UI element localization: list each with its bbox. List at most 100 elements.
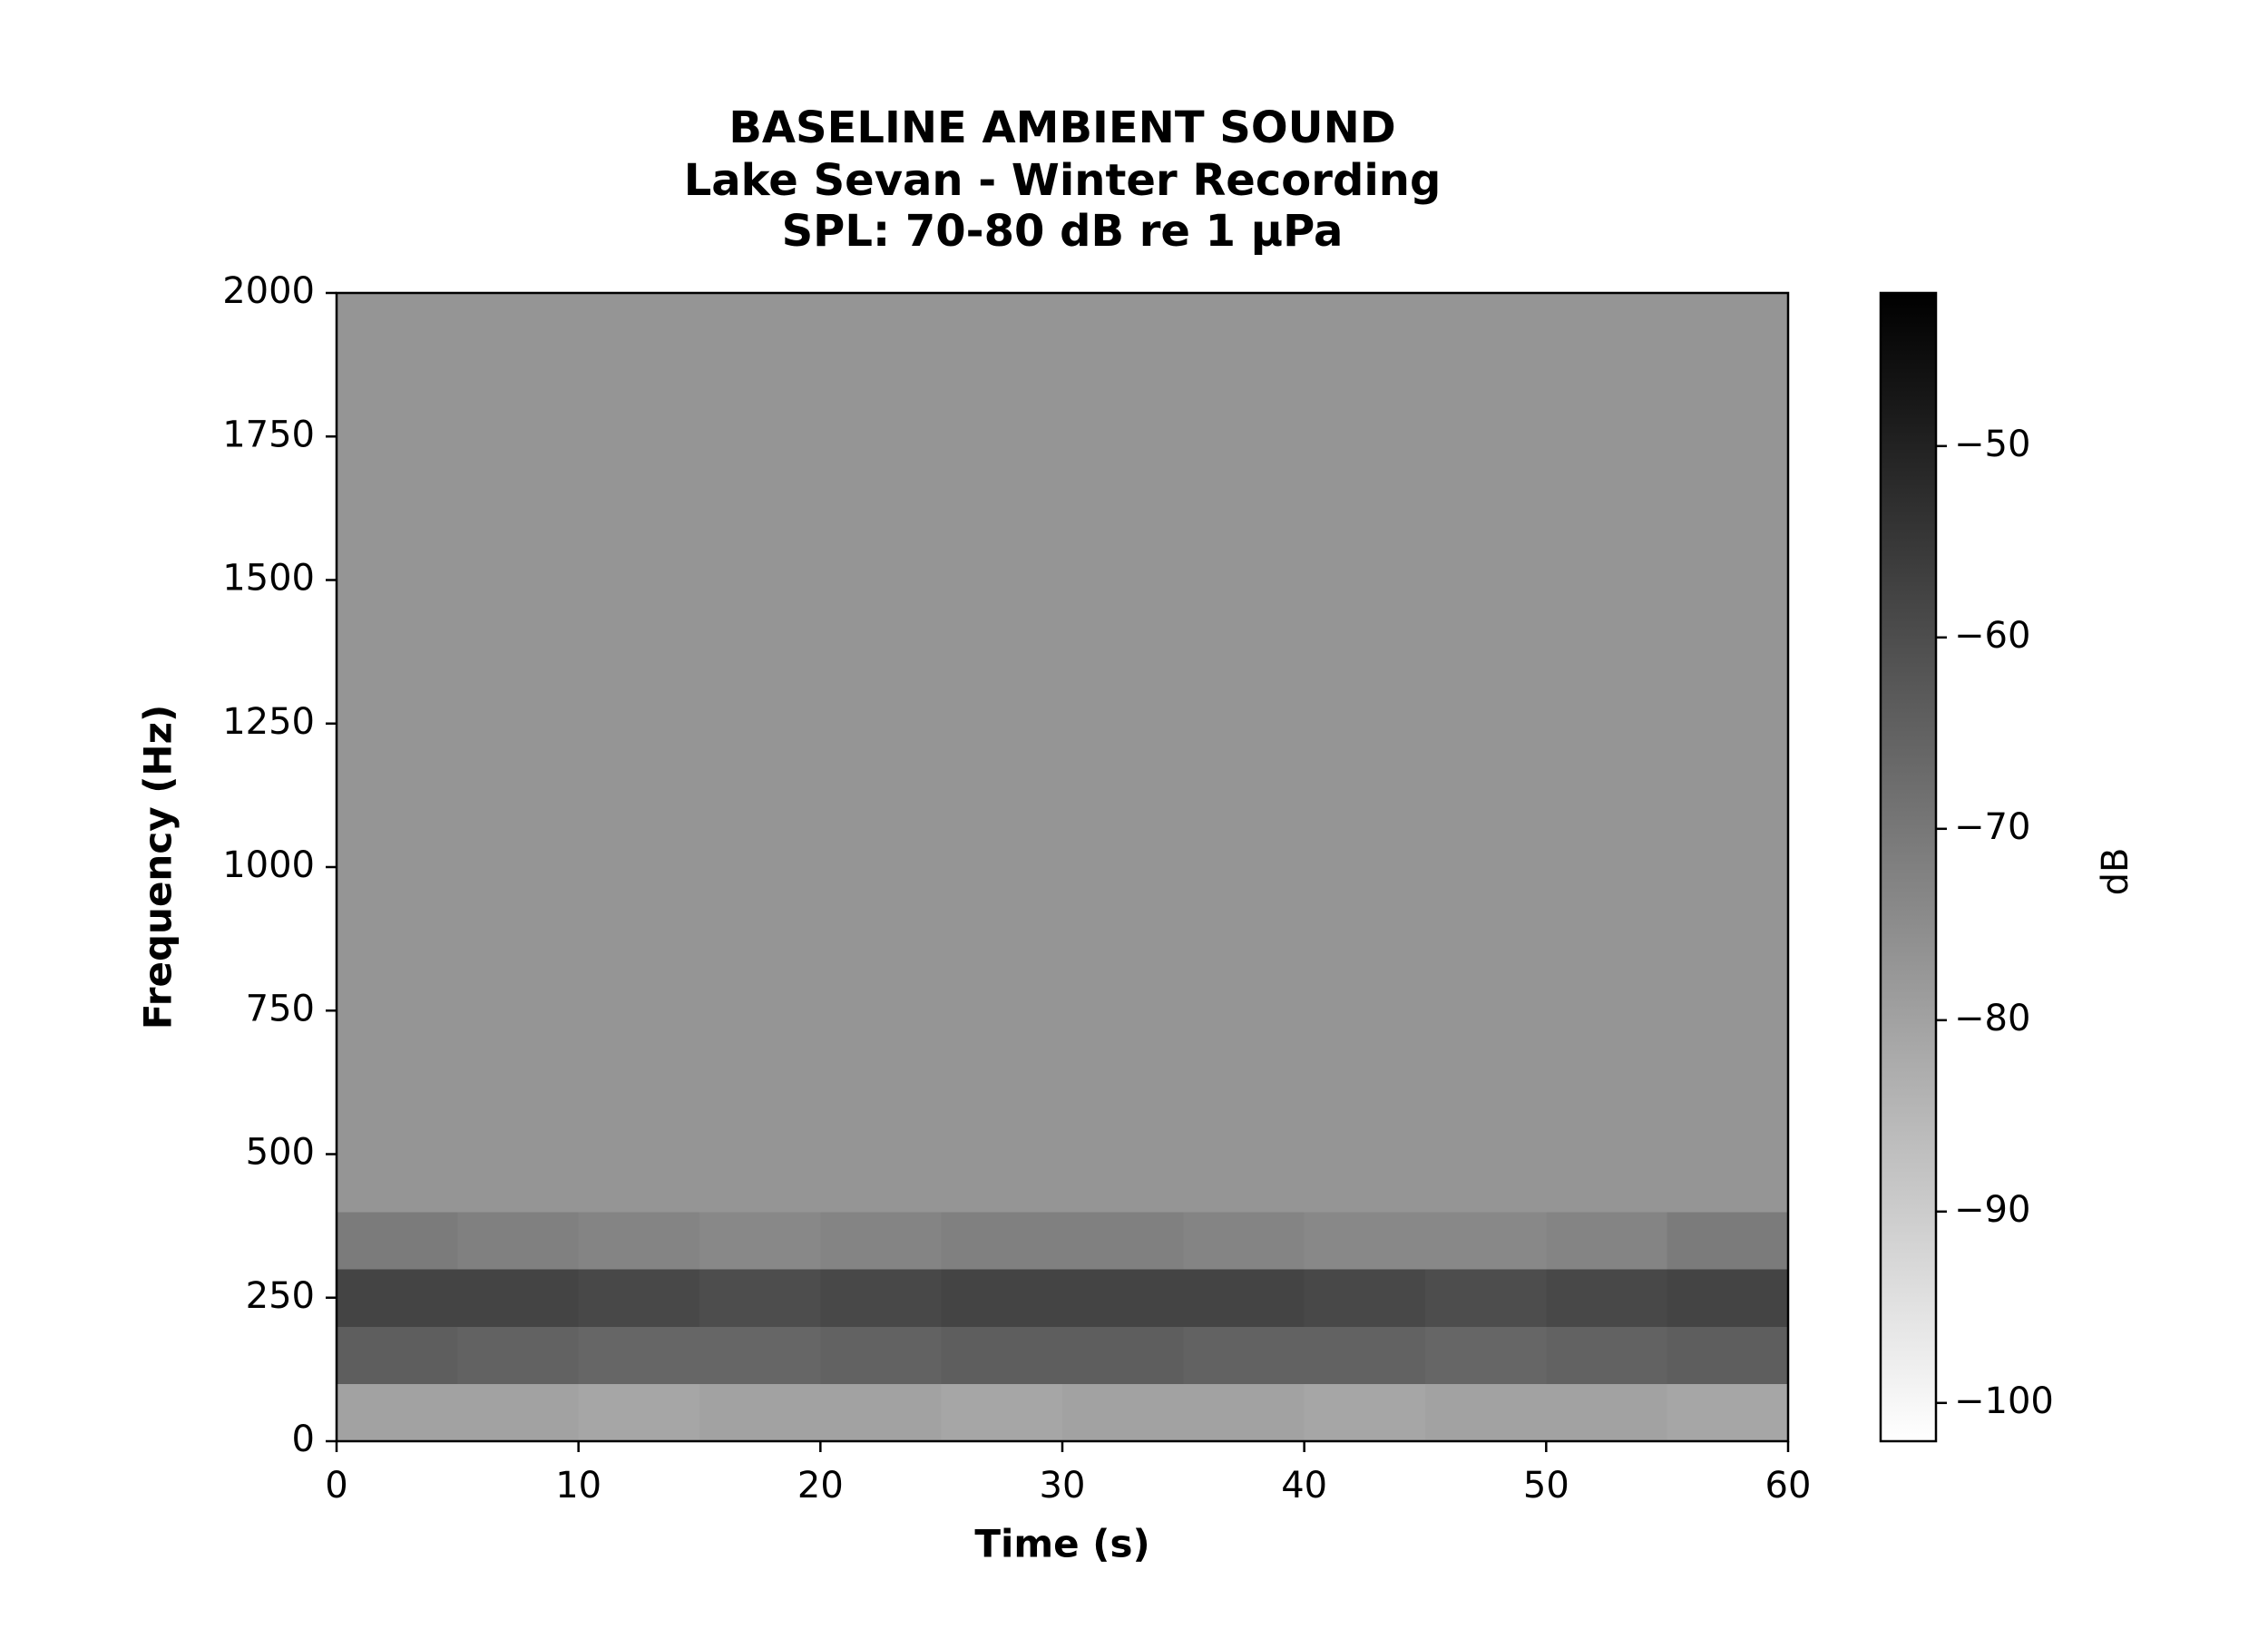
heatmap-cell [1667,981,1789,1040]
heatmap-cell [1546,637,1668,696]
heatmap-cell [699,293,821,351]
heatmap-cell [820,867,943,925]
heatmap-cell [699,924,821,983]
heatmap-cell [1304,752,1426,811]
heatmap-cell [699,407,821,466]
heatmap-cell [337,293,458,351]
heatmap-cell [457,867,580,925]
heatmap-cell [941,1326,1063,1385]
heatmap-cell [1304,981,1426,1040]
heatmap-cell [578,637,700,696]
heatmap-cell [578,981,700,1040]
heatmap-cell [941,350,1063,409]
heatmap-cell [1425,350,1547,409]
heatmap-cell [1183,1039,1305,1097]
heatmap-cell [457,350,580,409]
heatmap-cell [820,464,943,523]
heatmap-cell [457,580,580,639]
heatmap-cell [1546,981,1668,1040]
heatmap-cell [337,1097,458,1155]
heatmap-cell [941,1269,1063,1327]
heatmap-cell [1062,752,1184,811]
heatmap-cell [1062,809,1184,868]
heatmap-cell [1062,695,1184,753]
heatmap-cell [941,695,1063,753]
x-axis-label: Time (s) [974,1522,1149,1566]
heatmap-cell [1062,981,1184,1040]
heatmap-cell [1546,1383,1668,1442]
heatmap-cell [820,1383,943,1442]
heatmap-cell [1667,1097,1789,1155]
heatmap-cell [1062,924,1184,983]
heatmap-cell [820,1097,943,1155]
heatmap-cell [820,522,943,580]
heatmap-cell [1667,350,1789,409]
heatmap-cell [820,752,943,811]
heatmap-cell [1062,867,1184,925]
heatmap-cell [457,1269,580,1327]
heatmap-cell [1183,407,1305,466]
heatmap-cell [457,1326,580,1385]
heatmap-cell [941,464,1063,523]
heatmap-cell [941,580,1063,639]
heatmap-cell [820,637,943,696]
y-axis-label: Frequency (Hz) [136,705,181,1029]
heatmap-cell [1062,350,1184,409]
heatmap-cell [699,752,821,811]
heatmap-cell [941,1383,1063,1442]
heatmap-cell [578,1326,700,1385]
heatmap-cell [1667,522,1789,580]
heatmap-cell [820,809,943,868]
heatmap-cell [1667,752,1789,811]
heatmap-cell [578,464,700,523]
x-tick-label: 10 [555,1465,601,1507]
heatmap-cell [1304,580,1426,639]
heatmap-cell [337,695,458,753]
heatmap-cell [1425,1039,1547,1097]
heatmap-cell [820,1154,943,1213]
heatmap-cell [457,407,580,466]
heatmap-cell [699,350,821,409]
heatmap-cell [1425,1211,1547,1270]
heatmap-cell [578,924,700,983]
heatmap-cell [337,867,458,925]
heatmap-cell [337,752,458,811]
y-tick-label: 1250 [222,701,315,743]
heatmap-cell [1304,464,1426,523]
heatmap-cell [699,1383,821,1442]
heatmap-cell [1546,522,1668,580]
heatmap-cell [337,464,458,523]
heatmap-cell [1667,1154,1789,1213]
colorbar-tick-label: −80 [1954,998,2030,1039]
heatmap-cell [1062,1326,1184,1385]
heatmap-cell [820,695,943,753]
heatmap-cell [578,1154,700,1213]
heatmap-cell [941,867,1063,925]
heatmap-cell [1425,637,1547,696]
heatmap-cell [1546,350,1668,409]
heatmap-cell [1546,407,1668,466]
heatmap-cell [1546,867,1668,925]
heatmap-cell [337,1383,458,1442]
heatmap-cell [699,1097,821,1155]
heatmap-cell [699,809,821,868]
heatmap-cell [1667,1326,1789,1385]
chart-subtitle: SPL: 70-80 dB re 1 µPa [782,206,1344,257]
heatmap-cell [1183,1097,1305,1155]
heatmap-cell [1667,809,1789,868]
heatmap-cell [1304,695,1426,753]
heatmap-cell [1062,522,1184,580]
heatmap-cell [337,1154,458,1213]
heatmap-cell [457,1039,580,1097]
heatmap-cell [1546,580,1668,639]
y-tick-label: 500 [246,1132,315,1174]
heatmap-cell [337,1211,458,1270]
x-tick-label: 40 [1281,1465,1327,1507]
heatmap-cell [1546,752,1668,811]
heatmap-cell [1546,695,1668,753]
x-tick-label: 30 [1040,1465,1086,1507]
heatmap-cell [1183,981,1305,1040]
colorbar-tick-label: −70 [1954,806,2030,848]
heatmap-cell [1062,293,1184,351]
